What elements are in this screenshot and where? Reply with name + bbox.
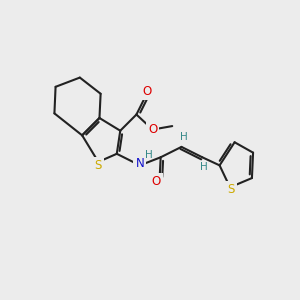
Text: N: N: [136, 157, 144, 169]
Text: S: S: [94, 159, 102, 172]
Text: H: H: [200, 162, 207, 172]
Text: O: O: [148, 123, 157, 136]
Text: O: O: [142, 85, 152, 98]
Text: H: H: [145, 150, 153, 160]
Text: S: S: [227, 183, 235, 196]
Text: O: O: [152, 175, 161, 188]
Text: H: H: [180, 132, 188, 142]
